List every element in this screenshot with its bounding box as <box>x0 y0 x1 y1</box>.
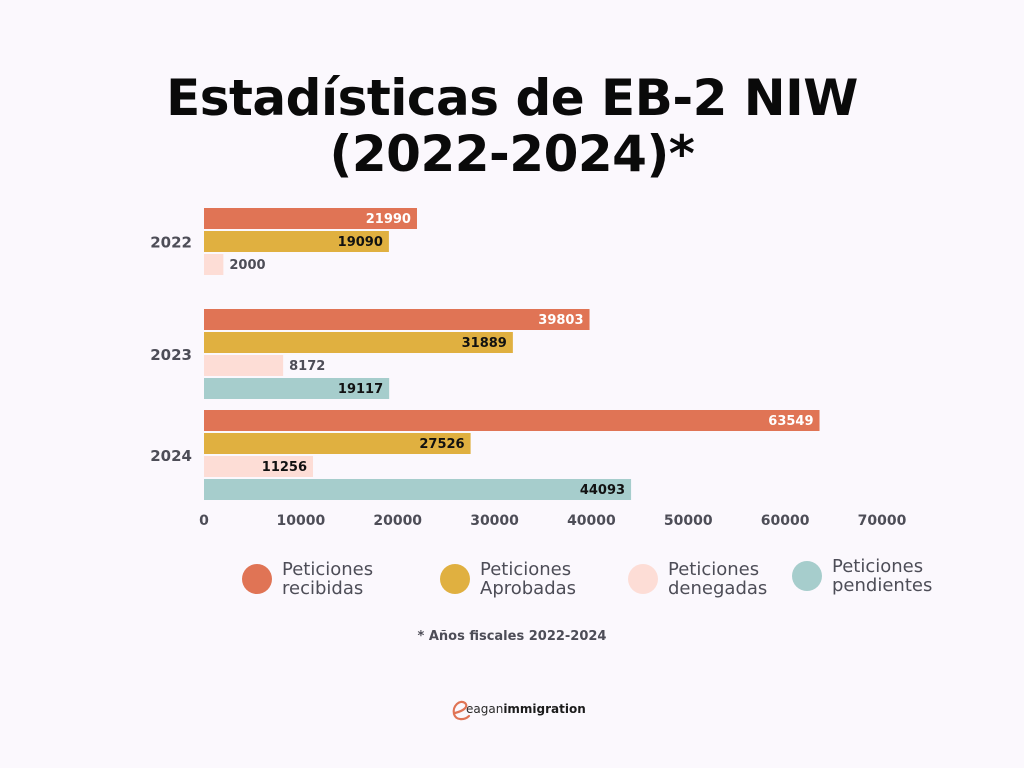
legend-label-pendientes: Peticiones pendientes <box>832 557 1002 595</box>
legend-swatch-denegadas <box>628 564 658 594</box>
x-tick-label-30000: 30000 <box>470 513 519 529</box>
bar-peticiones-denegadas-2022 <box>204 254 224 275</box>
data-label-peticiones-aprobadas-2022: 19090 <box>338 235 383 250</box>
data-label-peticiones-recibidas-2024: 63549 <box>768 414 813 429</box>
data-label-peticiones-aprobadas-2023: 31889 <box>462 336 507 351</box>
legend-swatch-aprobadas <box>440 564 470 594</box>
data-label-peticiones-denegadas-2023: 8172 <box>289 359 325 374</box>
bar-peticiones-denegadas-2023 <box>204 355 284 376</box>
data-label-peticiones-recibidas-2022: 21990 <box>366 212 411 227</box>
legend-label-recibidas-line-2: recibidas <box>282 578 364 599</box>
legend-label-denegadas-line-2: denegadas <box>668 578 768 599</box>
x-tick-label-40000: 40000 <box>567 513 616 529</box>
legend-label-denegadas-line-1: Peticiones <box>668 559 760 580</box>
x-tick-label-60000: 60000 <box>761 513 810 529</box>
bar-peticiones-pendientes-2024 <box>204 479 632 500</box>
category-label-2023: 2023 <box>150 346 192 364</box>
data-label-peticiones-pendientes-2023: 19117 <box>338 382 383 397</box>
category-label-2024: 2024 <box>150 447 192 465</box>
x-tick-label-10000: 10000 <box>276 513 325 529</box>
legend-label-aprobadas-line-2: Aprobadas <box>480 578 577 599</box>
eagan-logo-mark-swirl <box>452 700 471 721</box>
bar-chart: 2022 21990 19090 2000 2023 39803 31889 8172 1911… <box>150 208 907 529</box>
legend-label-pendientes-line-2: pendientes <box>832 575 933 596</box>
x-tick-label-70000: 70000 <box>858 513 907 529</box>
legend-label-recibidas: Peticiones recibidas <box>282 560 452 598</box>
bar-peticiones-pendientes-2023 <box>204 378 390 399</box>
bar-peticiones-recibidas-2023 <box>204 309 590 330</box>
legend-label-aprobadas: Peticiones Aprobadas <box>480 560 650 598</box>
legend-label-pendientes-line-1: Peticiones <box>832 556 924 577</box>
legend-swatch-recibidas <box>242 564 272 594</box>
x-tick-label-0: 0 <box>199 513 209 529</box>
legend-label-denegadas: Peticiones denegadas <box>668 560 838 598</box>
bar-peticiones-aprobadas-2022 <box>204 231 389 252</box>
legend-swatch-pendientes <box>792 561 822 591</box>
x-tick-label-20000: 20000 <box>373 513 422 529</box>
bar-peticiones-aprobadas-2023 <box>204 332 513 353</box>
logo-wordmark-immigration: immigration <box>503 702 586 716</box>
eagan-logo-mark-icon <box>452 700 471 721</box>
bar-peticiones-denegadas-2024 <box>204 456 314 477</box>
data-label-peticiones-denegadas-2022: 2000 <box>229 258 265 273</box>
chart-title: Estadísticas de EB-2 NIW (2022-2024)* <box>0 70 1024 182</box>
chart-title-line-1: Estadísticas de EB-2 NIW <box>166 69 858 127</box>
legend-label-recibidas-line-1: Peticiones <box>282 559 374 580</box>
data-label-peticiones-pendientes-2024: 44093 <box>580 483 625 498</box>
bar-peticiones-recibidas-2022 <box>204 208 417 229</box>
data-label-peticiones-recibidas-2023: 39803 <box>538 313 583 328</box>
chart-title-line-2: (2022-2024)* <box>329 125 695 183</box>
footnote: * Años fiscales 2022-2024 <box>417 629 607 644</box>
legend-label-aprobadas-line-1: Peticiones <box>480 559 572 580</box>
data-label-peticiones-aprobadas-2024: 27526 <box>419 437 464 452</box>
bar-peticiones-recibidas-2024 <box>204 410 820 431</box>
logo-wordmark-eagan: eagan <box>466 702 504 716</box>
category-label-2022: 2022 <box>150 234 192 252</box>
data-label-peticiones-denegadas-2024: 11256 <box>262 460 307 475</box>
bar-peticiones-aprobadas-2024 <box>204 433 471 454</box>
logo-wordmark: eaganimmigration <box>466 702 586 716</box>
x-tick-label-50000: 50000 <box>664 513 713 529</box>
